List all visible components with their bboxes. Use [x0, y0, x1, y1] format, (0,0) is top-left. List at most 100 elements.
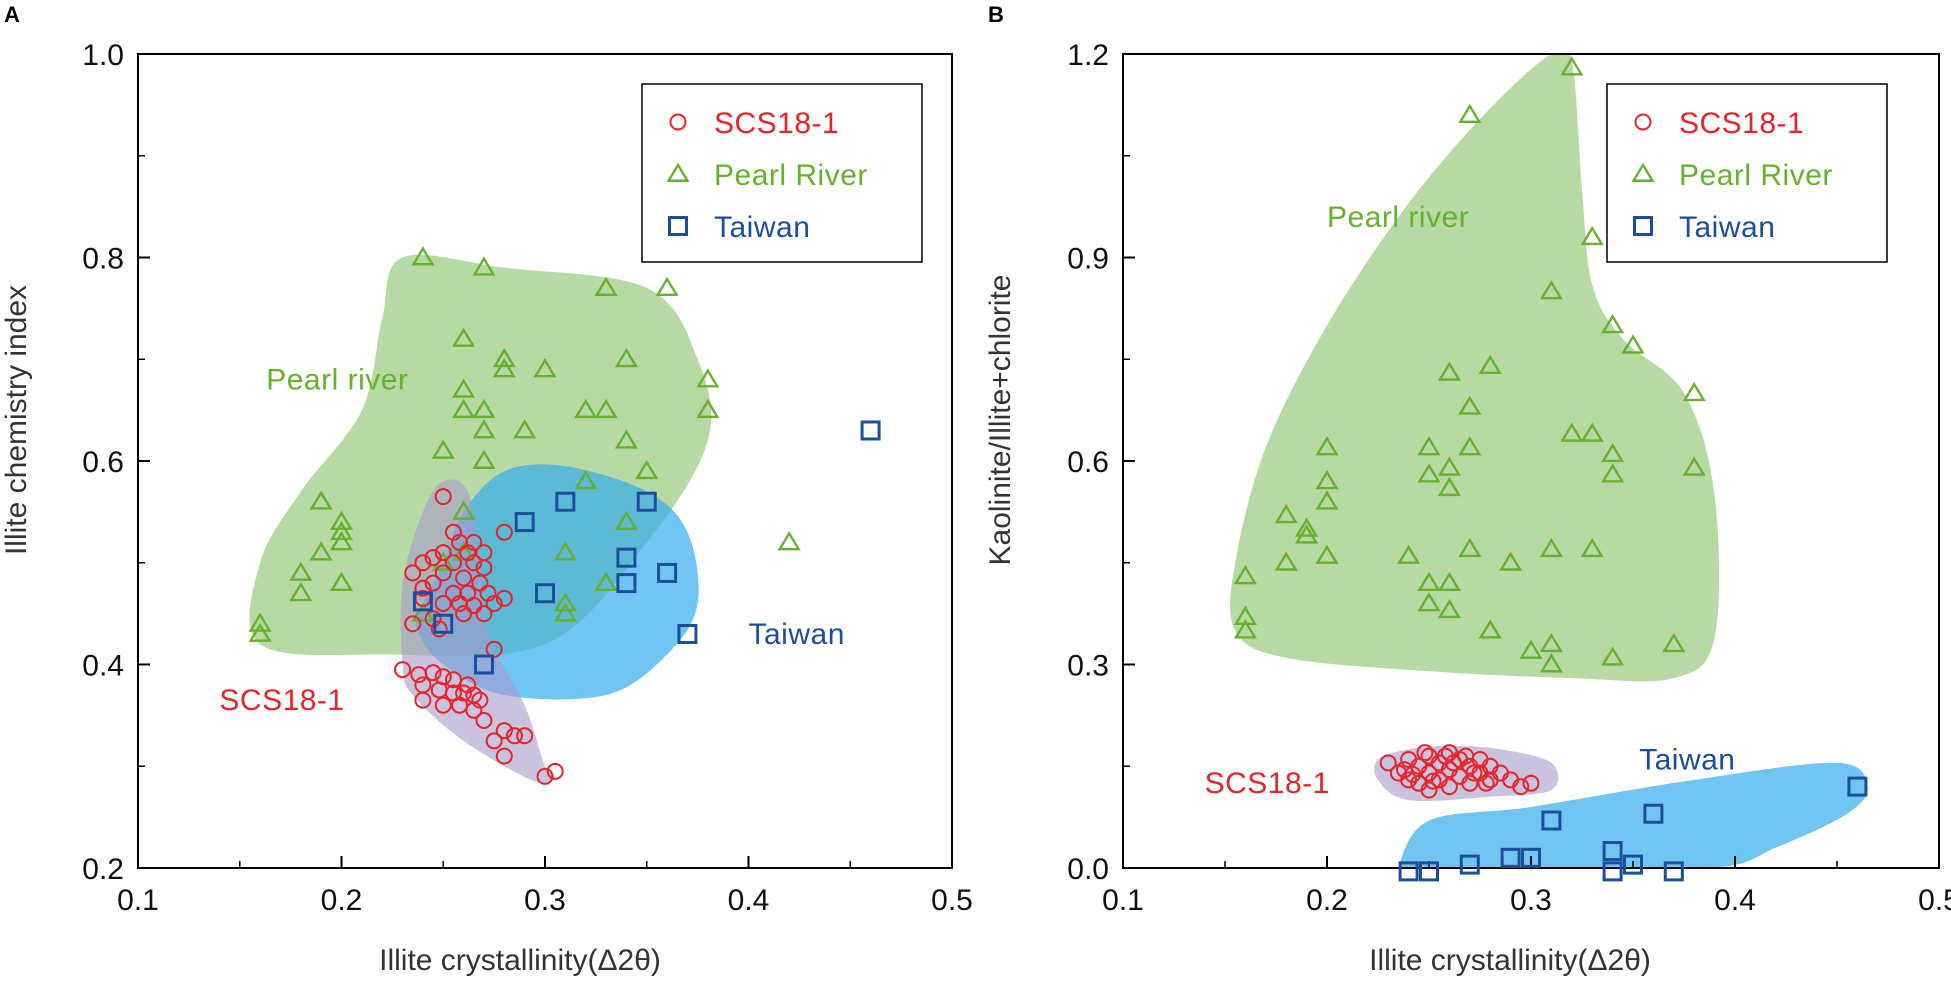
y-tick-label: 1.0	[82, 39, 124, 72]
panel-b-axes	[1122, 53, 1940, 869]
data-point	[434, 488, 452, 506]
region-label-pearl-river: Pearl river	[1327, 201, 1469, 234]
data-point	[455, 569, 473, 587]
y-tick-label: 1.2	[1067, 39, 1109, 72]
data-point	[1623, 854, 1643, 875]
data-point	[1437, 476, 1461, 497]
data-point	[485, 732, 503, 750]
series-scs18-1	[1379, 744, 1540, 799]
legend-label: SCS18-1	[714, 107, 839, 140]
y-tick-label: 0.2	[82, 853, 124, 886]
data-point	[1379, 754, 1397, 772]
panel-a-x-axis-label: Illite crystallinity(Δ2θ)	[379, 944, 661, 977]
panel-a-y-axis-label: Illite chemistry index	[0, 285, 33, 555]
data-point	[434, 544, 452, 562]
data-point	[1315, 470, 1339, 490]
legend-label: Pearl River	[1679, 159, 1833, 192]
y-tick-label: 0.4	[82, 650, 124, 683]
data-point	[533, 358, 557, 378]
data-point	[309, 541, 333, 561]
data-point	[1233, 564, 1257, 585]
data-point	[1417, 436, 1441, 456]
data-point	[424, 664, 442, 682]
data-point	[495, 589, 513, 607]
data-point	[472, 449, 496, 469]
data-point	[434, 564, 452, 582]
data-point	[411, 246, 435, 266]
data-point	[553, 592, 577, 612]
data-point	[434, 696, 452, 714]
panel-a-regions	[249, 254, 712, 784]
data-point	[1512, 778, 1530, 796]
data-point	[1602, 861, 1623, 882]
data-point	[1602, 841, 1623, 862]
data-point	[553, 602, 577, 622]
data-point	[1662, 632, 1686, 653]
data-point	[555, 491, 576, 512]
data-point	[1437, 361, 1461, 381]
panel-a-region-labels: Pearl river SCS18-1 Taiwan	[219, 364, 844, 718]
data-point	[514, 512, 535, 533]
x-tick-label: 0.2	[1306, 884, 1348, 917]
panel-a-letter: A	[4, 2, 20, 27]
x-tick-label: 0.2	[321, 884, 363, 917]
data-point	[516, 727, 534, 745]
data-point	[472, 419, 496, 439]
y-tick-label: 0.6	[1067, 446, 1109, 479]
data-point	[1601, 442, 1625, 463]
data-point	[1621, 334, 1645, 354]
region-label-scs18-1: SCS18-1	[1205, 767, 1330, 800]
data-point	[1601, 314, 1625, 334]
data-point	[535, 583, 555, 604]
series-pearl-river	[248, 246, 801, 642]
data-point	[485, 594, 503, 612]
legend-label: SCS18-1	[1679, 107, 1804, 140]
data-point	[1499, 551, 1523, 571]
panel-a-axes	[137, 53, 953, 869]
data-point	[1560, 56, 1584, 76]
data-point	[289, 581, 313, 602]
legend-box	[641, 83, 923, 263]
data-point	[1560, 422, 1584, 442]
panel-b-legend: SCS18-1 Pearl River Taiwan	[1606, 83, 1888, 263]
data-point	[1601, 463, 1625, 483]
data-point	[475, 711, 493, 729]
data-point	[1274, 503, 1298, 524]
data-point	[1404, 765, 1422, 783]
data-point	[616, 573, 637, 594]
data-point	[472, 398, 496, 419]
data-point	[1458, 103, 1482, 124]
data-point	[329, 510, 354, 530]
x-tick-label: 0.5	[1918, 884, 1951, 917]
data-point	[452, 500, 476, 520]
region-label-taiwan: Taiwan	[749, 618, 845, 651]
data-point	[614, 347, 638, 368]
x-tick-label: 0.1	[1102, 884, 1144, 917]
legend-marker-triangle	[1631, 162, 1655, 182]
data-point	[414, 554, 432, 572]
legend-label: Taiwan	[1679, 211, 1775, 244]
panel-b-region-labels: Pearl river SCS18-1 Taiwan	[1205, 201, 1735, 800]
data-point	[777, 531, 801, 551]
data-point	[329, 571, 354, 592]
data-point	[696, 398, 720, 419]
data-point	[1437, 456, 1461, 476]
data-point	[414, 579, 432, 597]
data-point	[475, 605, 493, 623]
x-tick-label: 0.4	[1714, 884, 1756, 917]
data-point	[465, 596, 483, 614]
data-point	[404, 615, 422, 633]
data-point	[394, 661, 412, 679]
data-point	[1424, 772, 1442, 790]
data-point	[434, 594, 452, 612]
data-point	[412, 591, 433, 612]
data-point	[455, 605, 473, 623]
data-point	[546, 762, 564, 780]
panel-b-x-axis-label: Illite crystallinity(Δ2θ)	[1369, 944, 1651, 977]
data-point	[574, 398, 598, 419]
data-point	[1601, 646, 1625, 666]
data-point	[574, 470, 598, 490]
panel-b-data-points	[1233, 56, 1868, 882]
x-tick-label: 0.1	[117, 884, 159, 917]
data-point	[1417, 571, 1441, 592]
